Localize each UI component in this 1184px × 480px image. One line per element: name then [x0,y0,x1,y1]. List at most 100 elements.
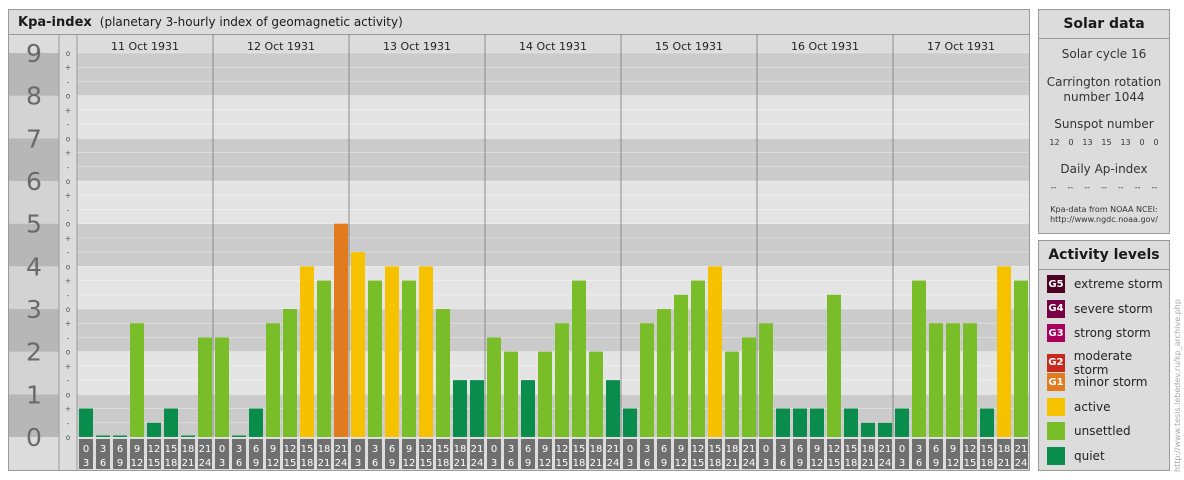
interval-start-label: 21 [199,444,212,455]
interval-end-label: 18 [981,458,994,469]
interval-start-label: 9 [950,444,956,455]
interval-start-label: 3 [100,444,106,455]
interval-start-label: 21 [879,444,892,455]
y-axis-major-label: 9 [26,39,42,68]
time-label-cell [810,439,824,469]
kp-band [77,138,1029,181]
interval-end-label: 6 [916,458,922,469]
kp-bar [266,323,280,437]
interval-start-label: 3 [644,444,650,455]
kp-bar [147,422,161,437]
interval-start-label: 9 [406,444,412,455]
time-label-cell [691,439,705,469]
legend-label: quiet [1074,448,1105,463]
time-label-cell [334,439,348,469]
y-axis-minor-label: - [67,120,70,129]
interval-end-label: 3 [899,458,905,469]
carrington-line2: number 1044 [1063,90,1145,104]
kp-band [77,351,1029,395]
interval-end-label: 21 [182,458,195,469]
legend-swatch: G5 [1047,275,1065,293]
interval-end-label: 6 [780,458,786,469]
kp-bar [895,408,909,437]
interval-start-label: 18 [318,444,331,455]
y-axis-minor-label: + [65,277,71,286]
y-axis-minor-label: - [67,163,70,172]
y-axis-major-label: 8 [26,82,42,111]
interval-start-label: 12 [692,444,705,455]
interval-start-label: 6 [797,444,803,455]
kp-bar [929,323,943,437]
time-label-cell [1014,439,1028,469]
day-label: 12 Oct 1931 [247,40,315,53]
axis-label-band [9,223,59,267]
interval-end-label: 24 [1015,458,1028,469]
interval-start-label: 9 [134,444,140,455]
time-label-cell [113,439,127,469]
kp-bar [283,309,297,437]
interval-end-label: 18 [301,458,314,469]
axis-label-band [9,95,59,139]
interval-start-label: 6 [933,444,939,455]
y-axis-major-label: 6 [26,167,42,196]
y-axis-minor-label: + [65,234,71,243]
time-label-cell [232,439,246,469]
y-axis-major-label: 1 [26,380,42,409]
sunspot-value: 13 [1082,138,1093,147]
time-label-cell [861,439,875,469]
time-label-cell [487,439,501,469]
time-label-cell [147,439,161,469]
time-label-cell [164,439,178,469]
carrington-line1: Carrington rotation [1046,75,1162,89]
kp-bar [674,294,688,437]
chart-title-bar: Kpa-index (planetary 3-hourly index of g… [9,10,1029,35]
y-axis-minor-label: + [65,106,71,115]
kp-bar [997,266,1011,437]
interval-start-label: 15 [301,444,314,455]
axis-label-band [9,309,59,352]
y-axis-minor-label: - [67,248,70,257]
kp-bar [606,380,620,437]
interval-start-label: 12 [420,444,433,455]
kp-band [77,266,1029,309]
kp-bar [419,266,433,437]
interval-end-label: 6 [508,458,514,469]
axis-label-band [9,181,59,224]
kp-band [77,95,1029,139]
activity-levels-title: Activity levels [1039,241,1169,270]
activity-levels-panel: Activity levels G5 extreme storm G4 severe … [1038,240,1170,471]
kp-bar [555,323,569,437]
kp-bar [232,435,246,437]
ap-value: -- [1084,183,1090,192]
interval-end-label: 21 [998,458,1011,469]
interval-end-label: 18 [845,458,858,469]
y-axis-minor-label: + [65,63,71,72]
time-label-cell [878,439,892,469]
legend-label: moderate storm [1073,348,1133,377]
y-axis-major-label: 5 [26,210,42,239]
interval-end-label: 3 [83,458,89,469]
interval-start-label: 0 [627,444,633,455]
legend-label: minor storm [1074,375,1148,389]
kp-bar [810,408,824,437]
interval-end-label: 3 [219,458,225,469]
solar-data-title: Solar data [1039,10,1169,39]
time-label-cell [708,439,722,469]
interval-end-label: 12 [811,458,824,469]
legend-label: unsettled [1074,424,1131,438]
credit-line1: Kpa-data from NOAA NCEI: [1050,205,1158,214]
interval-end-label: 24 [743,458,756,469]
sunspot-value: 0 [1153,138,1159,147]
legend-swatch: G1 [1047,373,1065,391]
interval-start-label: 21 [607,444,620,455]
y-axis-minor-label: o [66,92,71,101]
solar-data-panel: Solar data Solar cycle 16 Carrington rot… [1038,9,1170,234]
kp-bar [861,422,875,437]
interval-start-label: 18 [998,444,1011,455]
time-label-cell [470,439,484,469]
interval-end-label: 9 [117,458,123,469]
interval-end-label: 15 [420,458,433,469]
time-label-cell [215,439,229,469]
time-label-cell [606,439,620,469]
interval-start-label: 0 [83,444,89,455]
